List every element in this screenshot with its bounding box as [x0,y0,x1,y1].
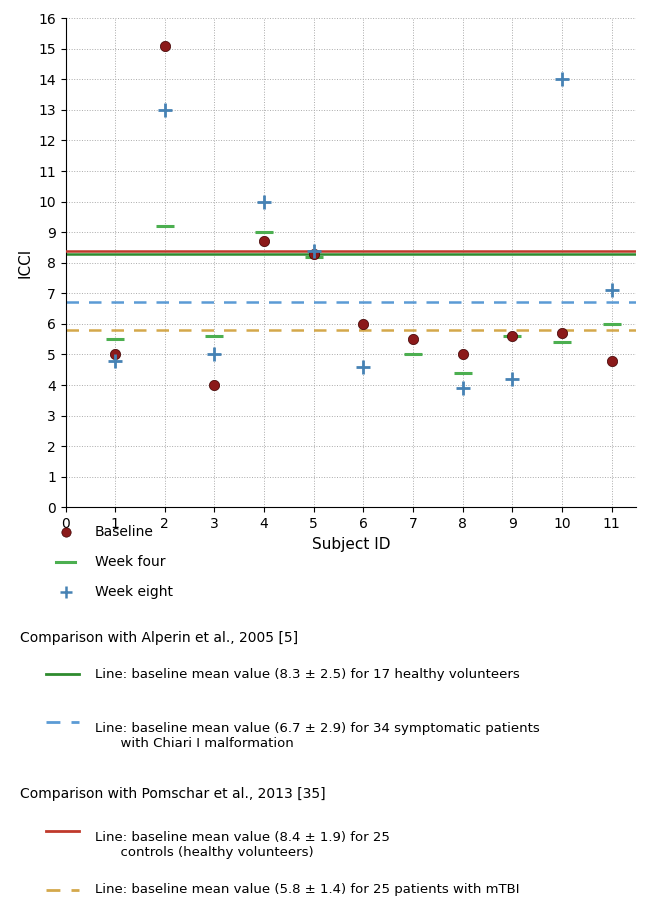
Text: Line: baseline mean value (5.8 ± 1.4) for 25 patients with mTBI: Line: baseline mean value (5.8 ± 1.4) fo… [95,883,520,896]
Point [557,326,567,341]
Point [606,353,617,368]
Point [358,316,369,331]
Text: Comparison with Pomschar et al., 2013 [35]: Comparison with Pomschar et al., 2013 [3… [20,787,325,801]
Text: Baseline: Baseline [95,525,154,539]
X-axis label: Subject ID: Subject ID [312,536,390,552]
Point [60,525,71,539]
Text: Line: baseline mean value (8.4 ± 1.9) for 25
      controls (healthy volunteers): Line: baseline mean value (8.4 ± 1.9) fo… [95,831,390,859]
Text: Week eight: Week eight [95,584,173,599]
Y-axis label: ICCI: ICCI [18,247,33,278]
Point [110,347,121,361]
Text: Comparison with Alperin et al., 2005 [5]: Comparison with Alperin et al., 2005 [5] [20,631,298,644]
Point [308,246,319,261]
Text: Week four: Week four [95,554,165,569]
Text: Line: baseline mean value (6.7 ± 2.9) for 34 symptomatic patients
      with Chi: Line: baseline mean value (6.7 ± 2.9) fo… [95,722,540,750]
Point [457,347,468,361]
Point [507,329,518,343]
Point [209,378,220,392]
Point [159,38,170,53]
Point [408,332,419,346]
Point [259,234,270,248]
Text: Line: baseline mean value (8.3 ± 2.5) for 17 healthy volunteers: Line: baseline mean value (8.3 ± 2.5) fo… [95,668,520,680]
